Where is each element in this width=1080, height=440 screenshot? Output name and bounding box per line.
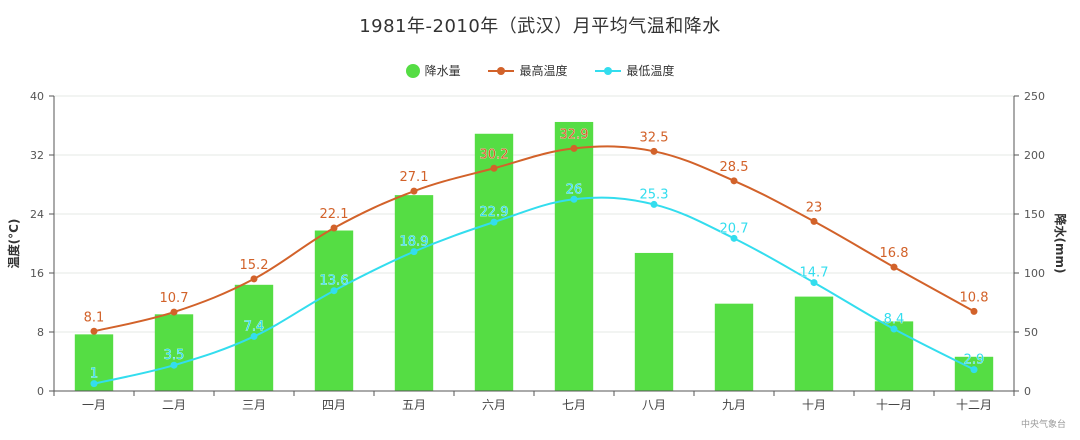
x-tick-label: 六月	[482, 398, 506, 412]
max-temp-data-label: 28.5	[720, 160, 749, 175]
x-tick-label: 十二月	[956, 398, 992, 412]
x-tick-label: 四月	[322, 398, 346, 412]
max-temp-data-label: 8.1	[84, 310, 105, 325]
legend-precip-label: 降水量	[424, 64, 461, 78]
y-left-tick-label: 0	[37, 385, 44, 398]
min-temp-data-label: 3.5	[164, 348, 185, 363]
max-temp-data-label: 32.9	[560, 127, 589, 142]
y-right-tick-label: 100	[1024, 267, 1045, 280]
max-temp-point	[810, 217, 818, 225]
max-temp-data-label: 27.1	[400, 170, 429, 185]
y-left-axis-title: 温度(°C)	[6, 219, 21, 269]
legend-max-label: 最高温度	[519, 64, 568, 78]
legend-item-max[interactable]: 最高温度	[488, 62, 568, 79]
legend-min-marker	[595, 64, 622, 78]
y-right-tick-label: 50	[1024, 326, 1038, 339]
min-temp-point	[730, 234, 738, 242]
max-temp-data-label: 10.8	[960, 290, 989, 305]
x-tick-label: 九月	[722, 398, 746, 412]
max-temp-point	[250, 275, 258, 283]
precip-bar	[394, 195, 434, 391]
min-temp-data-label: 1	[90, 367, 98, 382]
y-left-tick-label: 8	[37, 326, 44, 339]
max-temp-data-label: 30.2	[480, 147, 509, 162]
y-left-tick-label: 32	[30, 149, 44, 162]
min-temp-data-label: 20.7	[720, 221, 749, 236]
min-temp-data-label: 26	[566, 182, 583, 197]
min-temp-line	[93, 196, 975, 385]
y-right-axis-title: 降水(mm)	[1053, 214, 1068, 274]
legend-item-min[interactable]: 最低温度	[595, 62, 674, 79]
max-temp-data-label: 23	[806, 200, 823, 215]
max-temp-point	[570, 144, 578, 152]
min-temp-point	[170, 361, 178, 369]
legend-precip-marker	[405, 63, 420, 78]
precip-bar	[554, 121, 594, 392]
y-left-tick-label: 24	[30, 208, 44, 221]
legend-item-precip[interactable]: 降水量	[405, 62, 461, 79]
precip-bar	[794, 296, 834, 391]
x-tick-label: 二月	[162, 398, 186, 412]
min-temp-point	[410, 248, 418, 256]
x-tick-label: 十一月	[876, 398, 912, 412]
chart-legend: 降水量 最高温度 最低温度	[0, 62, 1080, 79]
precip-bar	[154, 314, 194, 391]
max-temp-data-label: 15.2	[240, 258, 269, 273]
max-temp-data-label: 10.7	[160, 291, 189, 306]
y-right-tick-label: 150	[1024, 208, 1045, 221]
precip-bar	[474, 133, 514, 391]
min-temp-point	[570, 195, 578, 203]
x-tick-label: 三月	[242, 398, 266, 412]
min-temp-point	[330, 287, 338, 295]
max-temp-point	[490, 164, 498, 172]
max-temp-data-label: 22.1	[320, 207, 349, 222]
min-temp-point	[970, 366, 978, 374]
max-temp-point	[970, 307, 978, 315]
legend-min-label: 最低温度	[626, 64, 675, 78]
min-temp-point	[250, 332, 258, 340]
precip-bar	[634, 252, 674, 391]
max-temp-point	[650, 147, 658, 155]
precip-bar	[714, 303, 754, 391]
min-temp-point	[810, 279, 818, 287]
min-temp-data-label: 22.9	[480, 205, 509, 220]
x-tick-label: 七月	[562, 398, 586, 412]
precip-bar	[874, 321, 914, 391]
x-tick-label: 五月	[402, 398, 426, 412]
max-temp-point	[890, 263, 898, 271]
y-left-tick-label: 16	[30, 267, 44, 280]
min-temp-data-label: 18.9	[400, 235, 429, 250]
min-temp-point	[490, 218, 498, 226]
x-tick-label: 八月	[642, 398, 666, 412]
x-tick-label: 一月	[82, 398, 106, 412]
max-temp-line	[93, 145, 975, 333]
source-watermark: 中央气象台	[1020, 420, 1066, 430]
min-temp-data-label: 25.3	[640, 187, 669, 202]
min-temp-point	[90, 380, 98, 388]
y-left-tick-label: 40	[30, 90, 44, 103]
min-temp-data-label: 14.7	[800, 266, 829, 281]
chart-title: 1981年-2010年（武汉）月平均气温和降水	[359, 16, 721, 37]
legend-max-marker	[488, 64, 515, 78]
max-temp-point	[170, 308, 178, 316]
min-temp-data-label: 8.4	[884, 312, 905, 327]
max-temp-point	[730, 177, 738, 185]
precip-bar	[314, 230, 354, 391]
max-temp-point	[90, 327, 98, 335]
x-tick-label: 十月	[802, 398, 826, 412]
y-right-tick-label: 250	[1024, 90, 1045, 103]
min-temp-point	[650, 200, 658, 208]
max-temp-point	[330, 224, 338, 232]
y-right-tick-label: 200	[1024, 149, 1045, 162]
max-temp-data-label: 32.5	[640, 130, 669, 145]
y-right-tick-label: 0	[1024, 385, 1031, 398]
max-temp-data-label: 16.8	[880, 246, 909, 261]
min-temp-point	[890, 325, 898, 333]
min-temp-data-label: 13.6	[320, 274, 349, 289]
min-temp-data-label: 7.4	[244, 319, 265, 334]
max-temp-point	[410, 187, 418, 195]
min-temp-data-label: 2.9	[964, 353, 985, 368]
